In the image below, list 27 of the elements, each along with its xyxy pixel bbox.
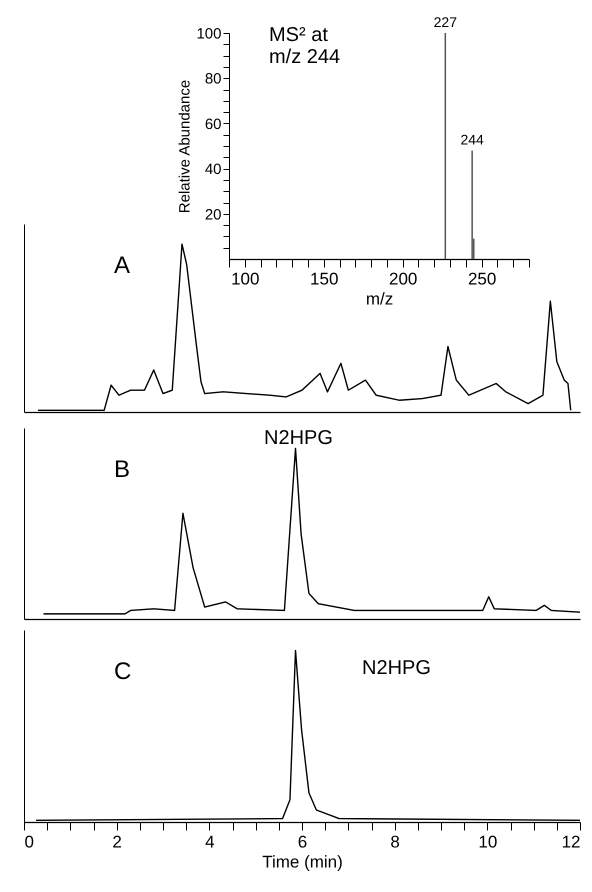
x-tick-label: 150 bbox=[310, 270, 338, 288]
y-tick-label: 100 bbox=[196, 26, 222, 42]
annotation: N2HPG bbox=[264, 427, 333, 449]
x-tick-label: 12 bbox=[562, 832, 580, 852]
x-tick-label: 250 bbox=[468, 270, 496, 288]
x-tick-label: 0 bbox=[24, 832, 34, 852]
annotation: 244 bbox=[460, 132, 484, 148]
x-tick-label: 4 bbox=[205, 832, 215, 852]
x-tick-label: 6 bbox=[298, 832, 308, 852]
annotation: N2HPG bbox=[362, 657, 431, 679]
x-axis-title: m/z bbox=[366, 290, 394, 308]
x-tick-label: 10 bbox=[478, 832, 498, 852]
x-axis-title: Time (min) bbox=[262, 852, 343, 872]
x-tick-label: 200 bbox=[388, 270, 418, 288]
x-tick-label: 2 bbox=[112, 832, 122, 852]
x-tick-label: 100 bbox=[231, 270, 260, 288]
y-tick-label: 40 bbox=[204, 161, 222, 178]
chart-title: A bbox=[114, 252, 130, 279]
chart-title: B bbox=[114, 456, 130, 483]
y-tick-label: 80 bbox=[204, 70, 222, 88]
annotation: MS² at m/z 244 bbox=[269, 24, 340, 68]
y-tick-label: 60 bbox=[204, 116, 222, 133]
annotation: 227 bbox=[434, 14, 458, 30]
chart-title: C bbox=[114, 658, 132, 685]
x-tick-label: 8 bbox=[390, 832, 400, 852]
y-axis-title: Relative Abundance bbox=[176, 80, 194, 214]
y-tick-label: 20 bbox=[204, 206, 222, 224]
